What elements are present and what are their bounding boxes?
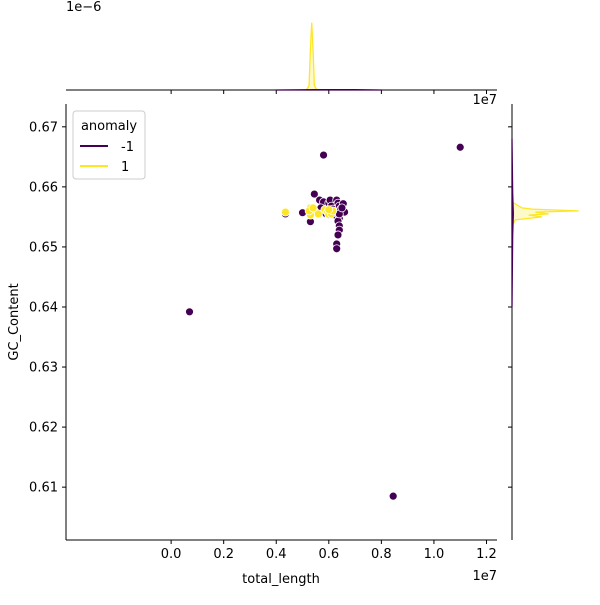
scatter-point-anomaly-pos1 (281, 208, 289, 216)
x-tick-label: 1.0 (424, 547, 445, 562)
legend: anomaly -1 1 (73, 111, 145, 179)
right-kde-anomaly-pos1 (512, 202, 579, 226)
scatter-point-anomaly-neg1 (456, 143, 464, 151)
y-tick-label: 0.63 (29, 361, 58, 376)
x-tick-label: 0.8 (371, 547, 392, 562)
y-axis-label: GC_Content (7, 283, 22, 360)
top-marginal-scale-label: 1e−6 (66, 0, 101, 15)
right-marginal-plot (508, 104, 579, 540)
x-tick-label: 0.4 (266, 547, 287, 562)
scatter-point-anomaly-neg1 (320, 151, 328, 159)
y-tick-label: 0.66 (29, 180, 58, 195)
top-marginal-plot: 1e−6 (66, 0, 497, 94)
x-scale-offset-bottom: 1e7 (472, 569, 497, 584)
scatter-point-anomaly-neg1 (334, 231, 342, 239)
x-tick-label: 0.6 (318, 547, 339, 562)
y-tick-label: 0.64 (29, 300, 58, 315)
x-tick-label: 0.2 (213, 547, 234, 562)
x-tick-label: 1.2 (476, 547, 497, 562)
x-tick-label: 0.0 (161, 547, 182, 562)
y-tick-label: 0.62 (29, 421, 58, 436)
scatter-point-anomaly-pos1 (325, 206, 333, 214)
legend-title: anomaly (81, 119, 137, 134)
y-tick-label: 0.65 (29, 240, 58, 255)
legend-label-neg1: -1 (121, 140, 134, 155)
right-kde-anomaly-neg1 (512, 139, 513, 307)
top-kde-anomaly-pos1 (306, 23, 317, 90)
y-tick-label: 0.67 (29, 120, 58, 135)
scatter-point-anomaly-neg1 (389, 492, 397, 500)
legend-label-pos1: 1 (121, 160, 129, 175)
scatter-point-anomaly-neg1 (333, 245, 341, 253)
scatter-point-anomaly-neg1 (338, 204, 346, 212)
y-tick-label: 0.61 (29, 481, 58, 496)
x-axis-label: total_length (242, 572, 320, 587)
x-scale-offset-top: 1e7 (472, 93, 497, 108)
scatter-point-anomaly-pos1 (309, 204, 317, 212)
scatter-point-anomaly-neg1 (186, 308, 194, 316)
